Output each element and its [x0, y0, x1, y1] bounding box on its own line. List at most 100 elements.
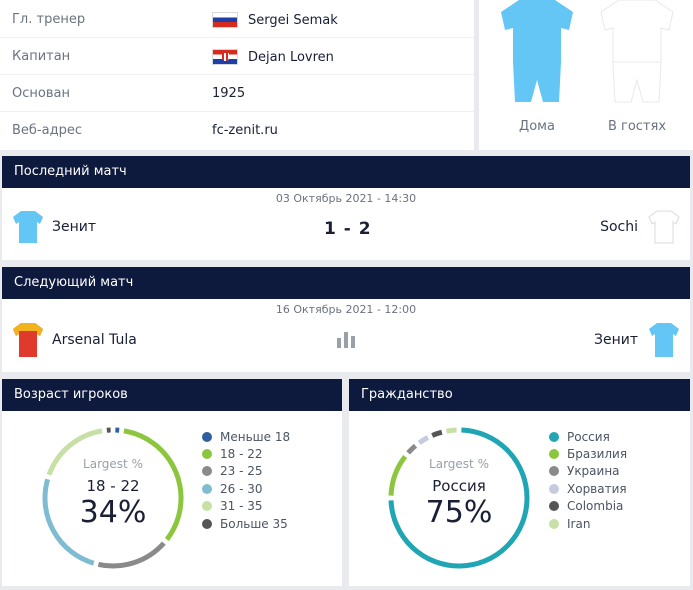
legend-item[interactable]: 23 - 25: [202, 463, 290, 480]
legend-dot-icon: [549, 518, 559, 529]
legend-dot-icon: [202, 483, 212, 494]
info-row-coach: Гл. тренер Sergei Semak: [0, 1, 474, 38]
legend-dot-icon: [549, 483, 559, 494]
last-match-away-team[interactable]: Sochi: [600, 210, 680, 244]
citizenship-top-name: Россия: [432, 477, 486, 495]
legend-item[interactable]: Украина: [549, 463, 627, 480]
croatia-flag-icon: [212, 49, 238, 65]
legend-dot-icon: [549, 466, 559, 477]
away-kit: В гостях: [597, 0, 677, 134]
donut-slice[interactable]: [431, 429, 443, 438]
age-donut-chart[interactable]: [40, 425, 186, 571]
legend-label: 31 - 35: [220, 499, 263, 514]
last-match-away-name[interactable]: Sochi: [600, 219, 638, 235]
legend-dot-icon: [202, 518, 212, 529]
away-kit-icon: [600, 0, 674, 103]
next-match-panel: Следующий матч 16 Октябрь 2021 - 12:00 A…: [2, 267, 690, 372]
legend-label: Меньше 18: [220, 429, 291, 444]
legend-label: 23 - 25: [220, 464, 263, 479]
donut-slice[interactable]: [388, 454, 408, 496]
next-match-away-team[interactable]: Зенит: [594, 322, 680, 358]
captain-label: Капитан: [12, 49, 71, 64]
age-caption: Largest %: [83, 457, 143, 471]
website-link[interactable]: fc-zenit.ru: [212, 123, 278, 138]
legend-item[interactable]: 26 - 30: [202, 480, 290, 497]
legend-label: Бразилия: [567, 447, 628, 462]
donut-slice[interactable]: [123, 428, 184, 542]
legend-label: 26 - 30: [220, 481, 263, 496]
last-match-title: Последний матч: [2, 156, 690, 188]
legend-dot-icon: [549, 501, 559, 512]
age-top-pct: 34%: [79, 495, 147, 530]
age-title: Возраст игроков: [2, 379, 342, 411]
donut-slice[interactable]: [446, 427, 457, 434]
citizenship-caption: Largest %: [429, 457, 489, 471]
legend-item[interactable]: 31 - 35: [202, 498, 290, 515]
last-match-home-name[interactable]: Зенит: [52, 219, 96, 235]
donut-slice[interactable]: [42, 478, 95, 566]
next-match-title: Следующий матч: [2, 267, 690, 299]
legend-label: Colombia: [567, 499, 624, 514]
legend-dot-icon: [549, 431, 559, 442]
legend-label: Iran: [567, 516, 591, 531]
legend-item[interactable]: Colombia: [549, 498, 627, 515]
shirt-icon: [648, 210, 680, 244]
last-match-panel: Последний матч 03 Октябрь 2021 - 14:30 З…: [2, 156, 690, 260]
captain-name[interactable]: Dejan Lovren: [248, 49, 334, 65]
club-info-card: Гл. тренер Sergei Semak Капитан Dejan Lo…: [0, 0, 474, 150]
citizenship-legend: Россия Бразилия Украина Хорватия Colombia Ira…: [549, 428, 627, 532]
coach-name[interactable]: Sergei Semak: [248, 12, 338, 28]
citizenship-panel: Гражданство Largest % Россия 75% Россия Б…: [349, 379, 690, 586]
away-kit-label: В гостях: [607, 119, 667, 134]
age-donut-center: Largest % 18 - 22 34%: [43, 457, 183, 530]
donut-slice[interactable]: [46, 428, 103, 476]
shirt-icon: [13, 211, 43, 243]
legend-item[interactable]: Хорватия: [549, 480, 627, 497]
last-match-date: 03 Октябрь 2021 - 14:30: [275, 192, 417, 205]
donut-slice[interactable]: [388, 427, 530, 569]
legend-label: Украина: [567, 464, 620, 479]
next-match-home-name[interactable]: Arsenal Tula: [52, 332, 137, 348]
last-match-score[interactable]: 1 - 2: [324, 219, 372, 239]
donut-slice[interactable]: [417, 435, 430, 445]
legend-label: Больше 35: [220, 516, 288, 531]
legend-item[interactable]: Меньше 18: [202, 428, 290, 445]
coach-value[interactable]: Sergei Semak: [212, 12, 338, 28]
legend-item[interactable]: Iran: [549, 515, 627, 532]
legend-item[interactable]: Бразилия: [549, 445, 627, 462]
website-label: Веб-адрес: [12, 123, 82, 138]
legend-item[interactable]: Россия: [549, 428, 627, 445]
home-kit-icon: [501, 0, 573, 102]
info-row-founded: Основан 1925: [0, 75, 474, 112]
kits-card: Дома В гостях: [479, 0, 693, 150]
age-panel: Возраст игроков Largest % 18 - 22 34% Ме…: [2, 379, 342, 586]
legend-item[interactable]: 18 - 22: [202, 445, 290, 462]
last-match-home-team[interactable]: Зенит: [12, 210, 96, 244]
citizenship-title: Гражданство: [349, 379, 690, 411]
next-match-away-name[interactable]: Зенит: [594, 332, 638, 348]
legend-dot-icon: [202, 449, 212, 460]
founded-value: 1925: [212, 86, 246, 101]
coach-label: Гл. тренер: [12, 12, 86, 27]
info-row-captain: Капитан Dejan Lovren: [0, 38, 474, 75]
citizenship-donut-chart[interactable]: [386, 425, 532, 571]
legend-label: Хорватия: [567, 481, 627, 496]
donut-slice[interactable]: [97, 541, 166, 569]
captain-value[interactable]: Dejan Lovren: [212, 49, 334, 65]
age-legend: Меньше 18 18 - 22 23 - 25 26 - 30 31 - 35 Бол…: [202, 428, 290, 532]
shirt-icon: [649, 323, 679, 357]
founded-label: Основан: [12, 86, 70, 101]
citizenship-top-pct: 75%: [425, 495, 493, 530]
next-match-home-team[interactable]: Arsenal Tula: [12, 322, 137, 358]
home-kit-label: Дома: [519, 119, 555, 134]
legend-dot-icon: [549, 449, 559, 460]
donut-slice[interactable]: [406, 443, 418, 455]
bar-chart-icon[interactable]: [337, 332, 355, 348]
info-row-website: Веб-адрес fc-zenit.ru: [0, 112, 474, 149]
legend-item[interactable]: Больше 35: [202, 515, 290, 532]
legend-dot-icon: [202, 431, 212, 442]
home-kit: Дома: [497, 0, 577, 134]
legend-dot-icon: [202, 466, 212, 477]
legend-dot-icon: [202, 501, 212, 512]
next-match-date: 16 Октябрь 2021 - 12:00: [275, 303, 417, 316]
